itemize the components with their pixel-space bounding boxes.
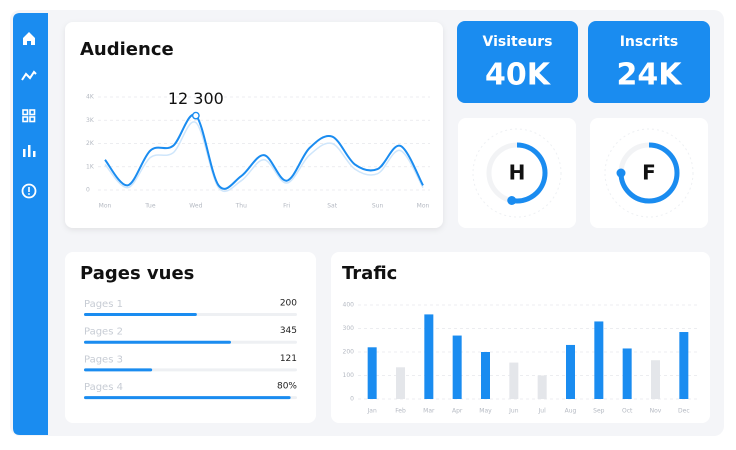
- progress-bar: [84, 368, 153, 372]
- gauge-arc: [511, 142, 548, 204]
- x-tick-label: Apr: [452, 408, 463, 415]
- x-tick-label: Tue: [144, 203, 156, 210]
- gauge-card: [590, 118, 708, 228]
- x-tick-label: Oct: [622, 408, 633, 415]
- gauge-label: H: [509, 161, 526, 185]
- stat-value: 40K: [485, 58, 552, 93]
- x-tick-label: Jun: [508, 408, 519, 415]
- bar: [424, 314, 434, 399]
- row-label: Pages 3: [84, 354, 123, 365]
- gauge-card: [458, 118, 576, 228]
- y-tick-label: 3K: [86, 117, 95, 124]
- audience-card: [65, 22, 443, 228]
- x-tick-label: Sep: [593, 408, 605, 415]
- x-tick-label: Wed: [189, 203, 202, 210]
- x-tick-label: Nov: [650, 408, 662, 415]
- y-tick-label: 200: [343, 349, 355, 356]
- y-tick-label: 0: [86, 187, 90, 194]
- stat-label: Inscrits: [620, 34, 679, 50]
- progress-bar: [84, 396, 291, 400]
- grid-icon[interactable]: [22, 109, 36, 123]
- y-tick-label: 300: [343, 325, 355, 332]
- x-tick-label: Jul: [538, 408, 547, 415]
- home-icon[interactable]: [23, 32, 35, 45]
- stat-card: [588, 21, 710, 103]
- row-label: Pages 2: [84, 327, 123, 338]
- x-tick-label: Dec: [678, 408, 690, 415]
- highlight-point: [191, 111, 200, 120]
- row-value: 345: [280, 326, 297, 336]
- annotation: 12 300: [168, 89, 224, 108]
- progress-bar: [84, 340, 231, 344]
- audience-title: Audience: [80, 39, 174, 60]
- x-tick-label: Fri: [283, 203, 290, 210]
- audience-line: [104, 113, 424, 190]
- y-tick-label: 1K: [86, 163, 95, 170]
- x-tick-label: Jan: [367, 408, 377, 415]
- y-tick-label: 4K: [86, 94, 95, 101]
- x-tick-label: Feb: [395, 408, 406, 415]
- bar: [651, 360, 660, 399]
- stat-value: 24K: [617, 58, 684, 93]
- bar: [481, 352, 490, 399]
- sidebar: [13, 13, 48, 435]
- row-label: Pages 1: [84, 299, 123, 310]
- y-tick-label: 0: [350, 396, 354, 403]
- audience-line: [104, 121, 424, 193]
- bars-icon[interactable]: [23, 145, 36, 157]
- x-tick-label: Aug: [565, 408, 577, 415]
- bar: [396, 367, 405, 399]
- x-tick-label: Mon: [99, 203, 112, 210]
- stat-card: [457, 21, 578, 103]
- x-tick-label: Mar: [423, 408, 435, 415]
- bar: [537, 375, 547, 399]
- y-tick-label: 100: [343, 372, 355, 379]
- x-tick-label: May: [479, 408, 492, 415]
- bar: [566, 344, 575, 399]
- alert-icon[interactable]: [21, 183, 37, 199]
- bar: [622, 348, 632, 399]
- row-value: 200: [280, 299, 297, 309]
- row-label: Pages 4: [84, 382, 123, 393]
- gauge-dot: [616, 168, 626, 178]
- y-tick-label: 2K: [86, 140, 95, 147]
- gauge-dot: [507, 196, 517, 206]
- row-value: 80%: [277, 382, 297, 392]
- gauge-ring: [604, 128, 694, 218]
- pages-card: [65, 252, 316, 423]
- x-tick-label: Mon: [417, 203, 430, 210]
- x-tick-label: Sat: [327, 203, 337, 210]
- pages-title: Pages vues: [80, 263, 194, 284]
- bar: [594, 321, 604, 399]
- x-tick-label: Sun: [372, 203, 384, 210]
- row-value: 121: [280, 354, 297, 364]
- bar: [452, 335, 462, 399]
- gauge-ring: [472, 128, 562, 218]
- trafic-title: Trafic: [342, 263, 397, 284]
- gauge-label: F: [642, 161, 656, 185]
- sidebar-icons: [21, 32, 37, 199]
- bar: [679, 332, 689, 399]
- x-tick-label: Thu: [235, 203, 247, 210]
- y-tick-label: 400: [343, 302, 355, 309]
- bar: [367, 347, 377, 399]
- gauge-arc: [618, 142, 680, 204]
- progress-bar: [84, 313, 197, 316]
- stat-label: Visiteurs: [483, 34, 553, 50]
- trend-icon[interactable]: [21, 70, 37, 81]
- bar: [509, 362, 519, 399]
